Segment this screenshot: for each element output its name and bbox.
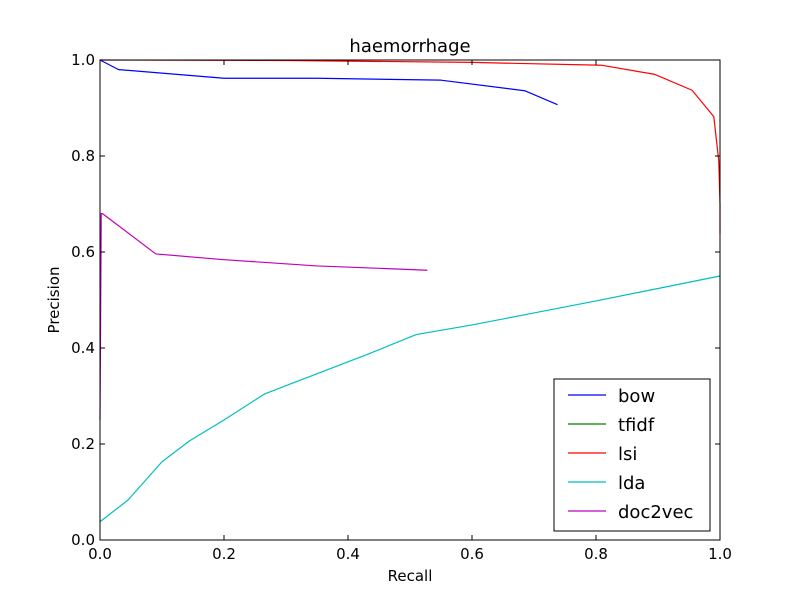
legend-label-lsi: lsi xyxy=(618,444,637,465)
y-tick-label: 0.4 xyxy=(71,339,95,357)
legend-label-doc2vec: doc2vec xyxy=(618,502,693,523)
x-tick-label: 1.0 xyxy=(708,545,732,563)
x-tick-label: 0.6 xyxy=(460,545,484,563)
x-tick-label: 0.8 xyxy=(584,545,608,563)
y-tick-label: 1.0 xyxy=(71,51,95,69)
x-axis-label: Recall xyxy=(388,567,433,585)
chart-title: haemorrhage xyxy=(349,36,470,57)
series-line-bow xyxy=(99,59,558,106)
legend-label-tfidf: tfidf xyxy=(618,415,655,436)
y-axis-label: Precision xyxy=(45,267,63,334)
x-tick-label: 0.4 xyxy=(336,545,360,563)
tick-layer: 0.0 0.2 0.4 0.6 0.8 1.0 0.0 0.2 0.4 0.6 0.8 1.0 xyxy=(71,51,732,563)
y-tick-label: 0.8 xyxy=(71,147,95,165)
series-line-lda xyxy=(99,275,721,523)
legend-box xyxy=(553,378,711,532)
x-tick-label: 0.2 xyxy=(212,545,236,563)
plot-frame xyxy=(99,59,721,541)
series-line-lsi xyxy=(99,59,721,234)
series-line-doc2vec xyxy=(99,213,428,421)
legend-label-lda: lda xyxy=(618,473,645,494)
x-tick-label: 0.0 xyxy=(88,545,112,563)
y-tick-label: 0.2 xyxy=(71,435,95,453)
y-tick-label: 0.6 xyxy=(71,243,95,261)
series-layer xyxy=(99,59,721,523)
y-tick-label: 0.0 xyxy=(71,531,95,549)
legend-label-bow: bow xyxy=(618,386,655,407)
legend: bow tfidf lsi lda doc2vec xyxy=(553,378,711,532)
